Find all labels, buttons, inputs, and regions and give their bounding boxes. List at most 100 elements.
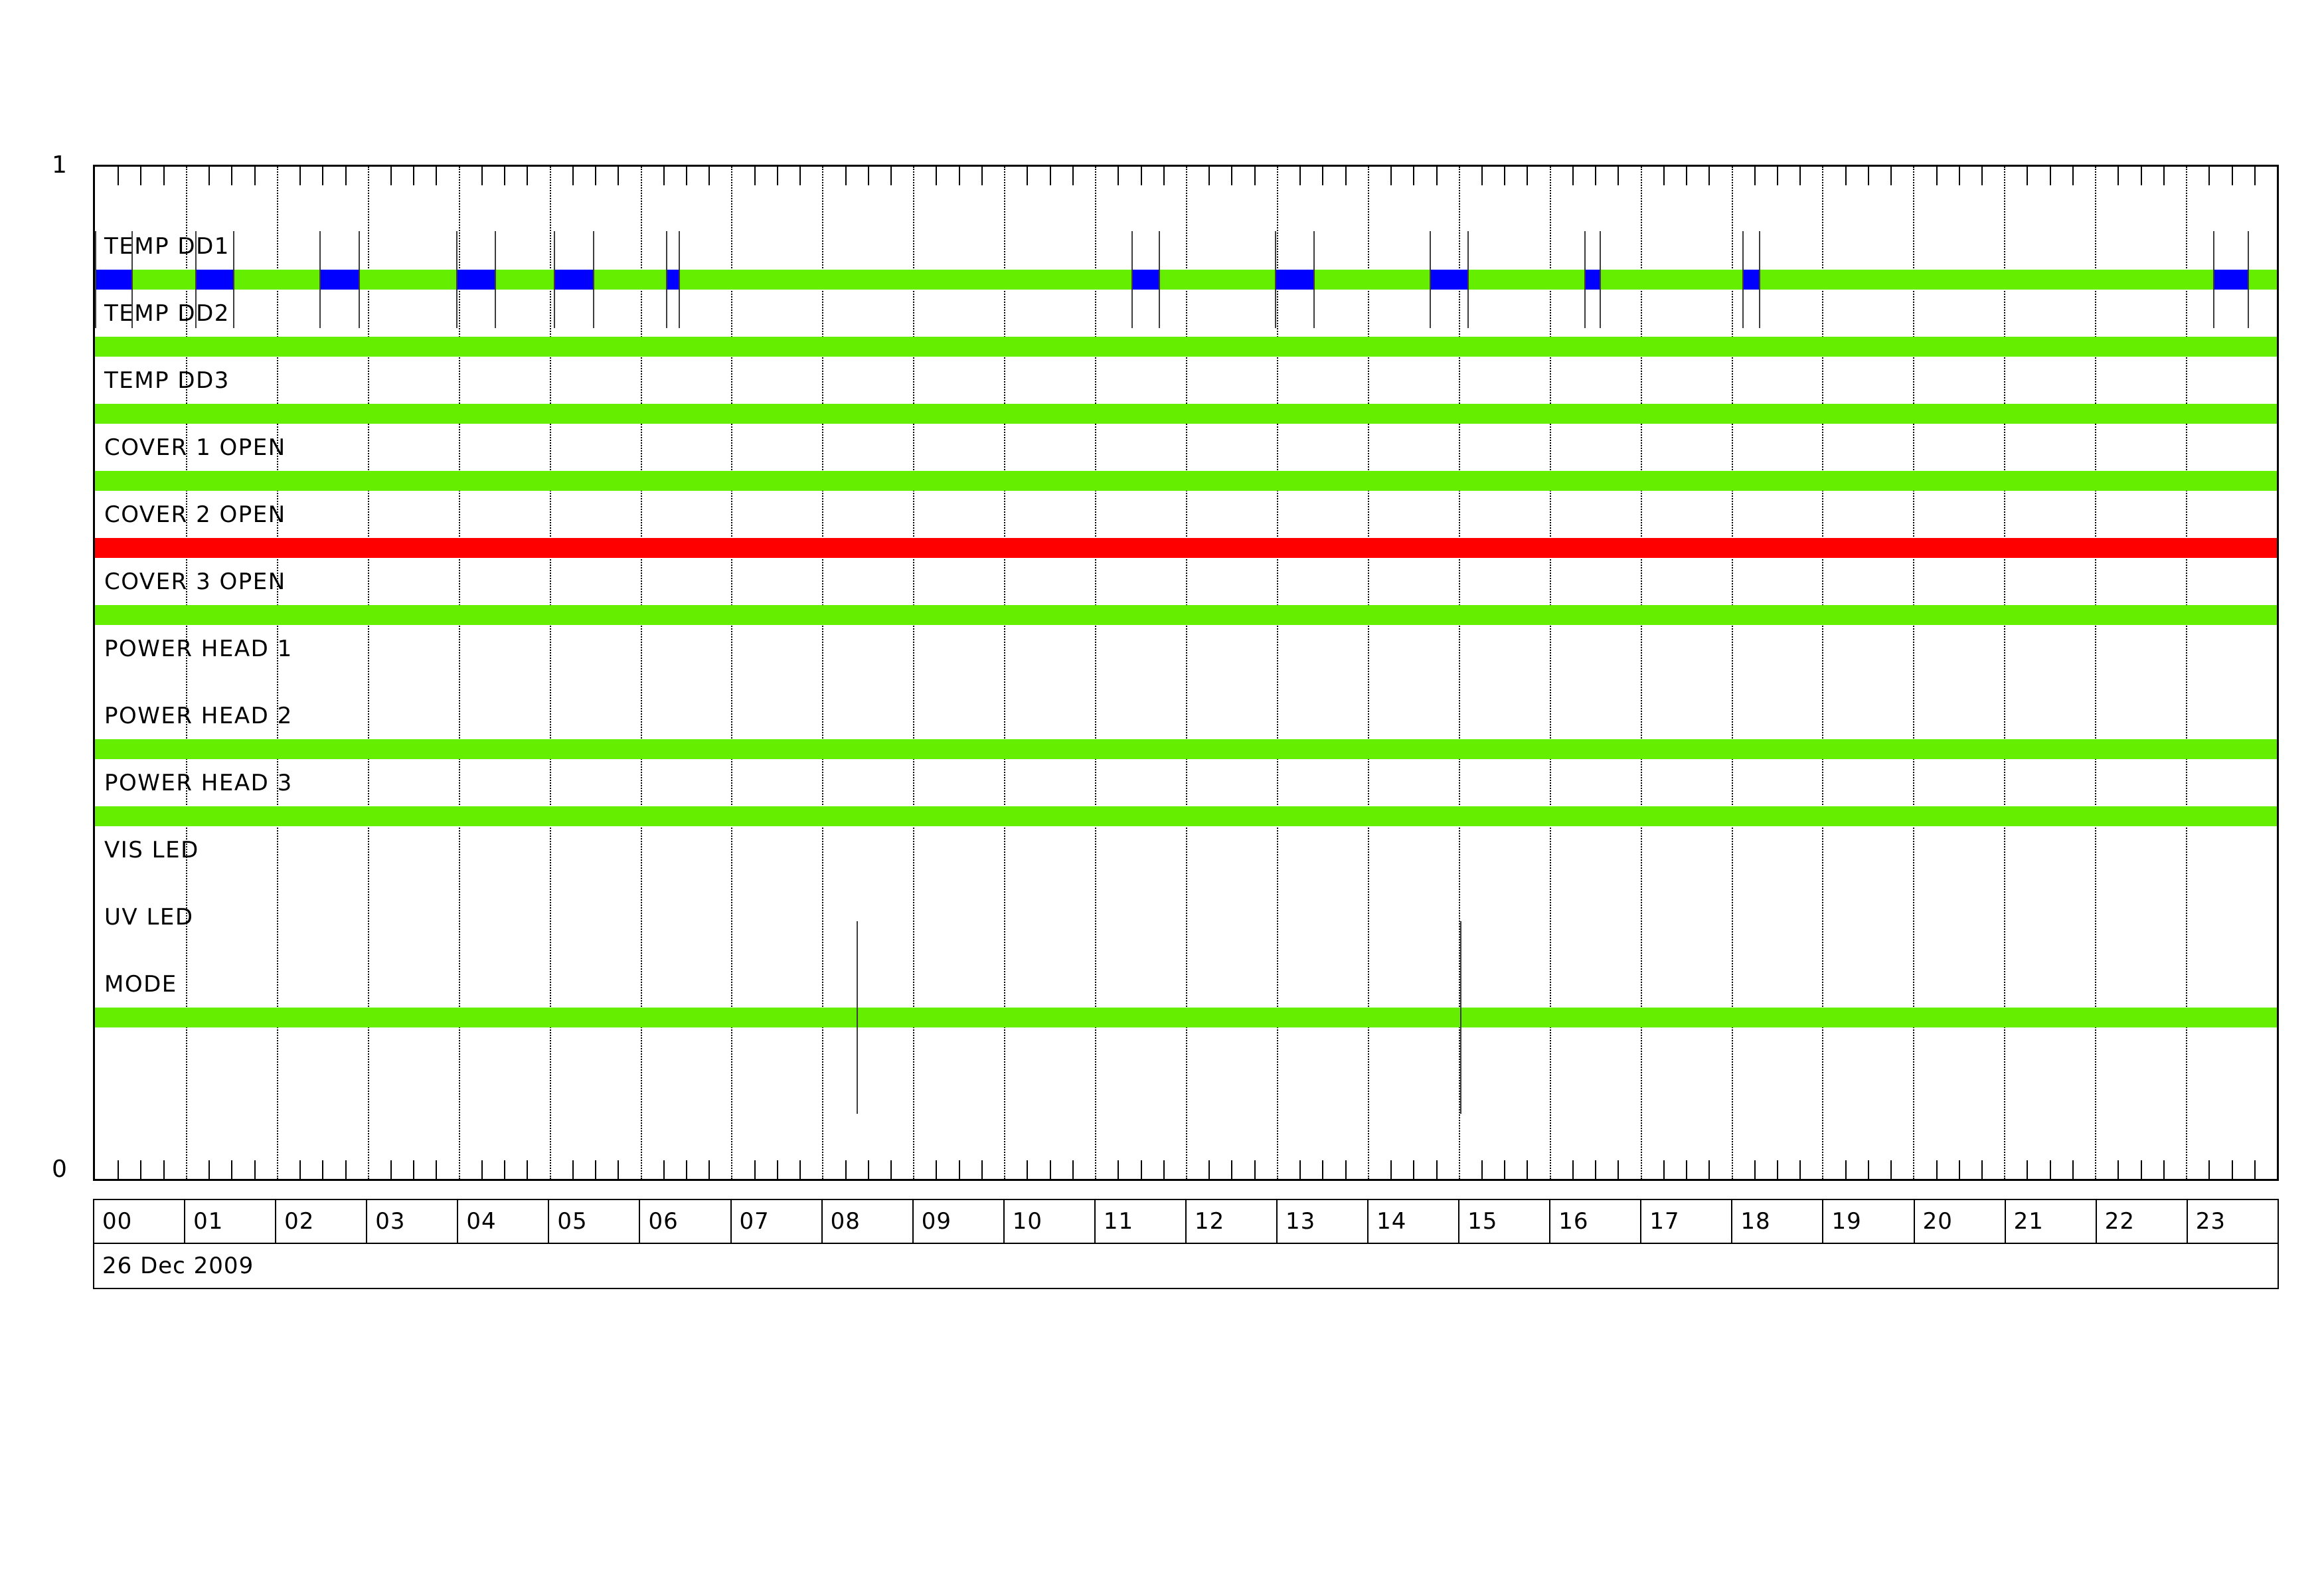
hour-gridline [1004, 167, 1006, 1179]
event-marker [665, 231, 667, 328]
minor-tick [1890, 1160, 1892, 1179]
hour-gridline [367, 167, 369, 1179]
minor-tick [1072, 1160, 1074, 1179]
minor-tick [1799, 167, 1801, 185]
event-marker [1429, 231, 1431, 328]
minor-tick [1027, 1160, 1029, 1179]
event-marker [2213, 231, 2215, 328]
minor-tick [845, 167, 847, 185]
minor-tick [1390, 167, 1392, 185]
minor-tick [1231, 167, 1233, 185]
minor-tick [527, 167, 529, 185]
minor-tick [413, 1160, 415, 1179]
hour-cell: 21 [2006, 1200, 2097, 1243]
minor-tick [1345, 167, 1347, 185]
minor-tick [754, 167, 756, 185]
minor-tick [1708, 167, 1710, 185]
track-segment [456, 270, 495, 290]
minor-tick [936, 167, 938, 185]
minor-tick [2140, 1160, 2142, 1179]
event-marker [1158, 231, 1160, 328]
minor-tick [322, 167, 324, 185]
track-segment [1275, 270, 1313, 290]
track-bar [95, 471, 2277, 491]
minor-tick [1345, 1160, 1347, 1179]
minor-tick [1686, 1160, 1688, 1179]
minor-tick [1776, 167, 1778, 185]
event-marker [857, 921, 859, 1114]
timeline-track: POWER HEAD 3 [95, 772, 2277, 826]
minor-tick [1299, 167, 1301, 185]
event-marker [679, 231, 680, 328]
minor-tick [208, 167, 210, 185]
hour-gridline [1822, 167, 1824, 1179]
minor-tick [345, 1160, 347, 1179]
minor-tick [504, 167, 506, 185]
minor-tick [2049, 167, 2051, 185]
minor-tick [322, 1160, 324, 1179]
track-bar [95, 806, 2277, 826]
minor-tick [1390, 1160, 1392, 1179]
hour-gridline [1095, 167, 1097, 1179]
minor-tick [436, 1160, 438, 1179]
track-segment [95, 270, 131, 290]
minor-tick [1413, 1160, 1415, 1179]
minor-tick [527, 1160, 529, 1179]
minor-tick [163, 1160, 165, 1179]
minor-tick [1867, 1160, 1869, 1179]
hour-cell: 13 [1278, 1200, 1369, 1243]
minor-tick [958, 167, 960, 185]
track-label: VIS LED [104, 837, 199, 863]
minor-tick [1958, 167, 1960, 185]
minor-tick [436, 167, 438, 185]
timeline-track: COVER 3 OPEN [95, 571, 2277, 625]
event-marker [1467, 231, 1469, 328]
minor-tick [1299, 1160, 1301, 1179]
minor-tick [1208, 1160, 1210, 1179]
track-bar [95, 1008, 2277, 1027]
minor-tick [1436, 167, 1438, 185]
track-segment [1584, 270, 1600, 290]
minor-tick [2208, 1160, 2210, 1179]
minor-tick [1754, 167, 1756, 185]
hour-cell: 09 [914, 1200, 1005, 1243]
minor-tick [1254, 167, 1256, 185]
hour-gridline [1640, 167, 1642, 1179]
minor-tick [1981, 1160, 1983, 1179]
minor-tick [1049, 167, 1051, 185]
minor-tick [981, 167, 983, 185]
hour-cell: 04 [458, 1200, 550, 1243]
minor-tick [299, 167, 301, 185]
minor-tick [2117, 167, 2119, 185]
hour-gridline [1913, 167, 1915, 1179]
minor-tick [2049, 1160, 2051, 1179]
event-marker [319, 231, 321, 328]
minor-tick [1481, 1160, 1483, 1179]
date-row: 26 Dec 2009 [93, 1244, 2279, 1289]
track-label: COVER 1 OPEN [104, 434, 286, 461]
hour-cell: 16 [1550, 1200, 1642, 1243]
minor-tick [1049, 1160, 1051, 1179]
minor-tick [936, 1160, 938, 1179]
event-marker [233, 231, 235, 328]
minor-tick [618, 1160, 620, 1179]
minor-tick [1436, 1160, 1438, 1179]
hour-gridline [731, 167, 733, 1179]
track-bar [95, 337, 2277, 357]
minor-tick [708, 167, 710, 185]
minor-tick [1481, 167, 1483, 185]
timeline-track: MODE [95, 973, 2277, 1027]
minor-tick [208, 1160, 210, 1179]
track-segment [195, 270, 234, 290]
minor-tick [1322, 1160, 1324, 1179]
track-bar [95, 538, 2277, 558]
hour-cell: 11 [1096, 1200, 1187, 1243]
minor-tick [663, 1160, 665, 1179]
track-segment [2213, 270, 2248, 290]
event-marker [1460, 921, 1462, 1114]
event-marker [95, 231, 96, 328]
track-label: POWER HEAD 3 [104, 770, 293, 796]
event-marker [554, 231, 556, 328]
minor-tick [1890, 167, 1892, 185]
